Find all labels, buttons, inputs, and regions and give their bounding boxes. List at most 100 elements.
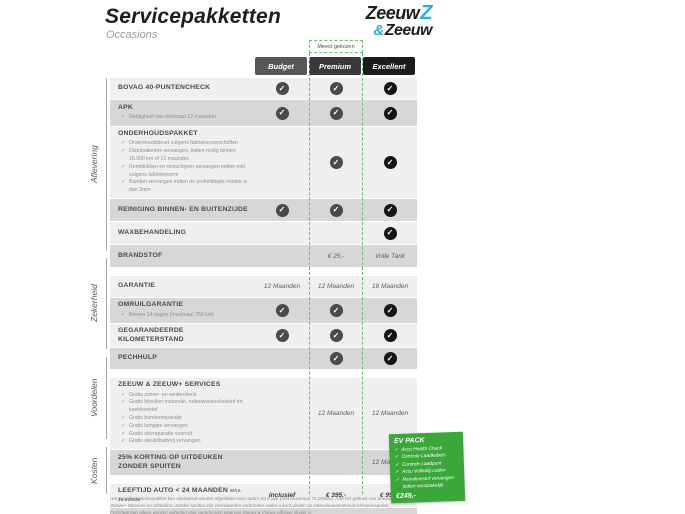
footnote-text: Het Excellent servicepakket kan uitsluit… (110, 496, 396, 514)
row-bovag-puntencheck: BOVAG 40-PUNTENCHECK (110, 78, 417, 99)
section-line (106, 357, 107, 439)
sub-item: Geldigheid van minimaal 12 maanden (121, 114, 251, 122)
check-icon (329, 203, 343, 217)
check-icon (329, 329, 343, 343)
cell-excellent: 18 Maanden (371, 283, 409, 291)
sub-item: Gratis lampjes vervangen (121, 423, 251, 431)
check-icon (329, 106, 343, 120)
cell-premium: € 25,- (327, 252, 345, 260)
cell-premium (309, 222, 363, 244)
sub-item: Gratis bandenreparatie (121, 415, 251, 423)
sub-item: Gratis sterreparatie voorruit (121, 431, 251, 439)
cell-budget (255, 450, 309, 475)
cell-premium (309, 199, 363, 221)
row-apk: APK Geldigheid van minimaal 12 maanden (110, 100, 417, 126)
row-pechhulp: PECHHULP (110, 348, 417, 370)
section-label-kosten: Kosten (89, 457, 99, 484)
sub-item: Distributieriem vervangen, indien nodig … (121, 148, 251, 164)
row-korting-uitdeuken: 25% KORTING OP UITDEUKEN ZONDER SPUITEN … (110, 450, 417, 476)
cell-budget (255, 324, 309, 347)
row-kilometerstand: GEGARANDEERDE KILOMETERSTAND (110, 324, 417, 348)
section-line (106, 258, 107, 349)
cell-premium (309, 450, 363, 475)
cell-premium: € 395,- (325, 492, 347, 500)
cell-excellent: 12 Maanden (371, 410, 409, 418)
row-leeftijd-boven-24: LEEFTIJD AUTO > 24 MAANDEN inclusief € 7… (110, 508, 417, 514)
logo-line-1: ZeeuwZ (365, 2, 433, 24)
section-line (106, 447, 107, 494)
check-icon (383, 82, 397, 95)
ev-pack-title: EV PACK (393, 437, 425, 446)
row-zeeuw-plus-services: ZEEUW & ZEEUW+ SERVICES Gratis zomer- en… (110, 378, 417, 450)
sub-item: Gratis zomer- en wintercheck (121, 392, 251, 400)
cell-budget (255, 298, 309, 323)
cell-excellent (363, 324, 417, 347)
cell-premium (309, 298, 363, 323)
cell-excellent (363, 199, 417, 221)
check-icon (275, 106, 289, 120)
cell-premium (309, 324, 363, 347)
cell-excellent (363, 298, 417, 323)
cell-excellent (363, 222, 417, 244)
check-icon (275, 329, 289, 343)
check-icon (329, 304, 343, 318)
row-omruilgarantie: OMRUILGARANTIE Binnen 14 dagen (maximaal… (110, 298, 417, 324)
cell-budget (255, 78, 309, 99)
max-km-note: MAX. 30.000KM (118, 488, 243, 502)
section-line (106, 78, 107, 250)
cell-budget (255, 199, 309, 221)
section-label-aflevering: Aflevering (89, 145, 99, 183)
column-header-budget: Budget (255, 57, 307, 75)
row-waxbehandeling: WAXBEHANDELING (110, 222, 417, 245)
logo-z-icon: Z (420, 2, 432, 24)
cell-premium: 12 Maanden (317, 283, 355, 291)
sub-item: Binnen 14 dagen (maximaal 750 km) (121, 312, 251, 320)
table-rows: BOVAG 40-PUNTENCHECK APK Geldigheid van … (110, 78, 417, 514)
page-title: Servicepakketten (105, 5, 281, 28)
check-icon (329, 352, 343, 366)
check-icon (383, 304, 397, 318)
sub-item: Gratis sleutelbatterij vervangen (121, 438, 251, 446)
cell-excellent (363, 127, 417, 198)
ev-pack-item: Remvloeistof vervangen indien noodzakeli… (395, 475, 460, 492)
check-icon (383, 329, 397, 343)
sub-item: Banden vervangen indien de profieldiepte… (121, 179, 251, 195)
column-headers: Budget Premium Excellent (110, 57, 417, 75)
row-reiniging: REINIGING BINNEN- EN BUITENZIJDE (110, 199, 417, 222)
check-icon (275, 203, 289, 217)
check-icon (383, 156, 397, 170)
cell-premium: 12 Maanden (317, 410, 355, 418)
cell-excellent (363, 348, 417, 369)
section-label-voordelen: Voordelen (89, 378, 99, 418)
sub-item: Remblokken en remschijven vervangen indi… (121, 164, 251, 180)
cell-excellent (363, 78, 417, 99)
cell-budget (255, 127, 309, 198)
check-icon (383, 226, 397, 240)
cell-budget: inclusief (268, 492, 296, 500)
cell-premium (309, 78, 363, 99)
check-icon (275, 304, 289, 318)
page-subtitle: Occasions (106, 29, 158, 41)
ev-pack-sticker: EV PACK Accu Health Check Controle Laadk… (388, 431, 466, 503)
cell-budget (255, 245, 309, 267)
cell-premium (309, 348, 363, 369)
logo-line-2: &Zeeuw (373, 22, 432, 39)
cell-premium (309, 100, 363, 126)
cell-premium (309, 127, 363, 198)
row-brandstof: BRANDSTOF € 25,- Volle Tank (110, 245, 417, 268)
column-header-premium: Premium (309, 57, 361, 75)
cell-budget (255, 378, 309, 449)
sub-item: Gratis bijvullen motorolie, ruitenwisser… (121, 399, 251, 415)
column-header-excellent: Excellent (363, 57, 415, 75)
cell-budget: 12 Maanden (263, 283, 301, 291)
check-icon (275, 82, 289, 95)
ev-pack-price: €249,- (395, 491, 416, 500)
most-chosen-badge: Meest gekozen (309, 40, 363, 53)
check-icon (383, 352, 397, 366)
cell-budget (255, 348, 309, 369)
section-label-zekerheid: Zekerheid (89, 284, 99, 323)
cell-budget (255, 222, 309, 244)
check-icon (329, 156, 343, 170)
cell-budget (255, 100, 309, 126)
